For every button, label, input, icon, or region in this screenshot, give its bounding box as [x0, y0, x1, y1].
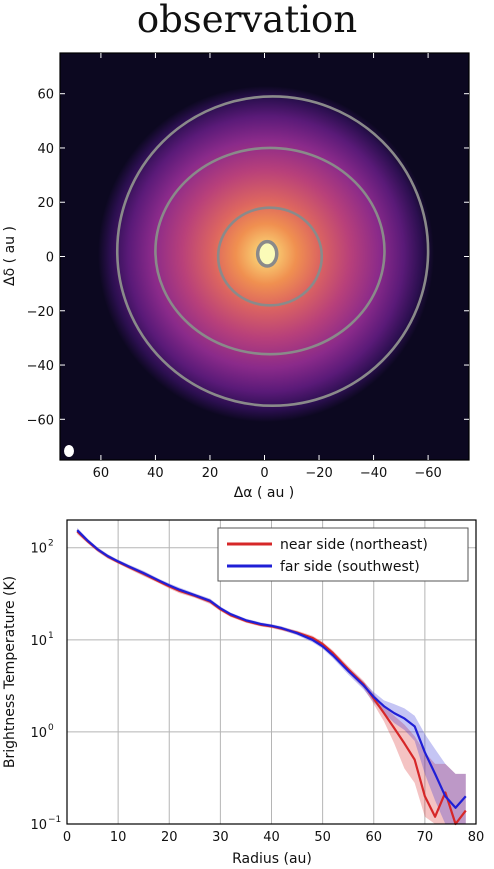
contour-peak [255, 239, 279, 268]
map-y-tick-label: 60 [37, 88, 54, 103]
map-y-axis-label: Δδ ( au ) [2, 226, 18, 286]
figure-title: observation [136, 0, 358, 41]
map-y-tick-label: 40 [37, 142, 54, 157]
profile-y-tick-exponent: 0 [48, 723, 54, 733]
legend-label-far: far side (southwest) [280, 559, 420, 575]
profile-y-tick-label: 10 [30, 726, 47, 741]
profile-x-tick-label: 50 [314, 830, 331, 845]
map-y-tick-label: −40 [27, 359, 54, 374]
profile-y-tick-label: 10 [30, 634, 47, 649]
contour-middle [154, 146, 386, 356]
legend: near side (northeast) far side (southwes… [217, 527, 469, 582]
profile-y-tick-exponent: 2 [48, 539, 54, 549]
profile-x-tick-label: 80 [468, 830, 485, 845]
profile-y-axis-label: Brightness Temperature (K) [2, 576, 18, 768]
legend-label-near: near side (northeast) [280, 537, 428, 553]
map-x-tick-label: 60 [93, 466, 110, 481]
map-x-tick-label: 20 [202, 466, 219, 481]
series-line-near [76, 530, 467, 826]
map-y-tick-label: −20 [27, 305, 54, 320]
map-y-tick-label: −60 [27, 413, 54, 428]
map-x-tick-label: −60 [414, 466, 441, 481]
map-x-tick-label: 40 [147, 466, 164, 481]
map-x-tick-label: 0 [260, 466, 268, 481]
profile-x-tick-label: 60 [365, 830, 382, 845]
map-x-tick-label: −40 [360, 466, 387, 481]
profile-y-tick-label: 10 [30, 542, 47, 557]
intensity-map: 60 40 20 0 −20 −40 −60 60 40 20 0 −20 −40 −60 Δα ( a… [2, 52, 470, 500]
profile-y-tick-label: 10 [30, 818, 47, 833]
uncertainty-band-far [77, 527, 466, 824]
beam-ellipse [64, 445, 74, 457]
profile-y-tick-exponent: 1 [48, 631, 54, 641]
profile-x-tick-label: 10 [110, 830, 127, 845]
profile-x-tick-label: 70 [417, 830, 434, 845]
profile-x-tick-label: 0 [63, 830, 71, 845]
map-x-tick-label: −20 [305, 466, 332, 481]
legend-box [217, 527, 469, 582]
map-y-tick-label: 20 [37, 196, 54, 211]
series-line-far [76, 529, 467, 809]
profile-x-tick-label: 40 [263, 830, 280, 845]
profile-x-tick-label: 30 [212, 830, 229, 845]
contour-outer [115, 95, 430, 408]
map-y-tick-label: 0 [46, 251, 54, 266]
profile-x-axis-label: Radius (au) [232, 851, 312, 867]
profile-frame [66, 519, 477, 825]
profile-x-tick-label: 20 [161, 830, 178, 845]
map-x-axis-label: Δα ( au ) [234, 485, 295, 500]
contour-inner [216, 206, 324, 307]
uncertainty-band-near [77, 528, 466, 824]
profile-y-tick-exponent: −1 [48, 815, 61, 825]
